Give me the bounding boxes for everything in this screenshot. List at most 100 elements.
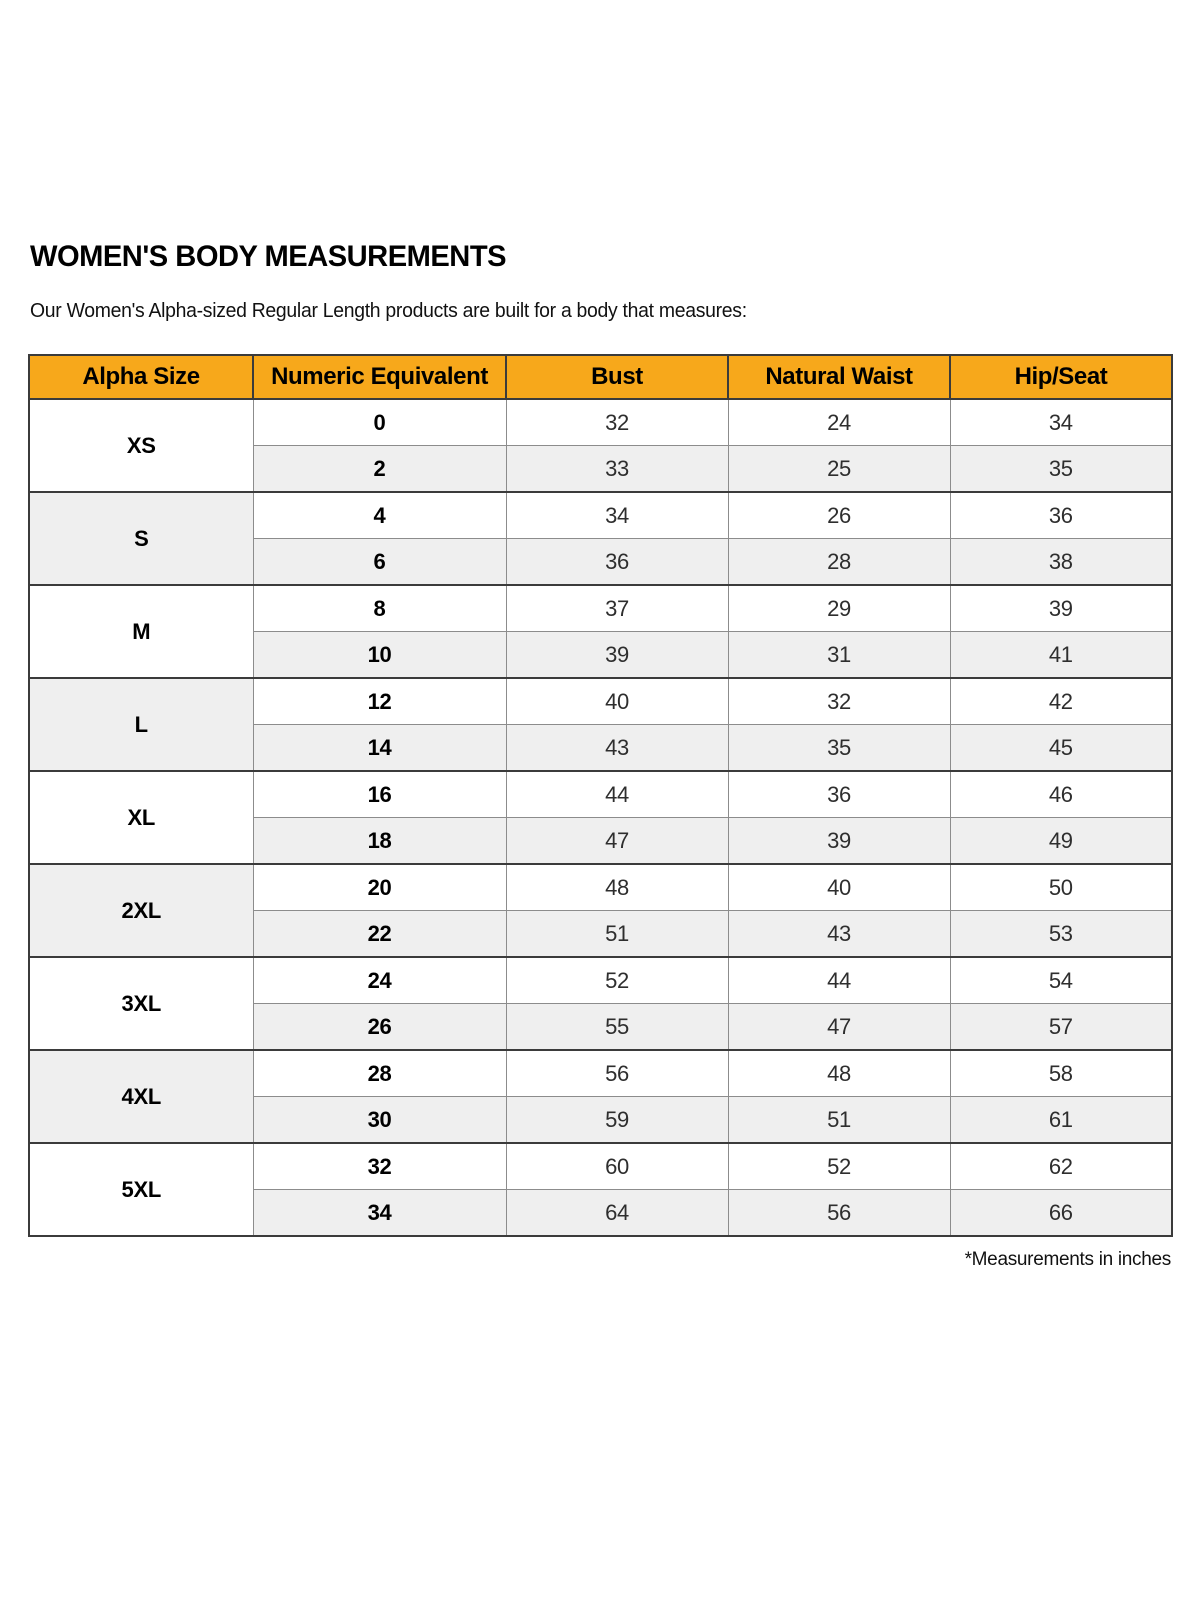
hip-cell: 36 bbox=[949, 491, 1173, 539]
numeric-cell: 2 bbox=[252, 445, 507, 492]
numeric-cell: 20 bbox=[252, 863, 507, 911]
numeric-cell: 28 bbox=[252, 1049, 507, 1097]
numeric-cell: 16 bbox=[252, 770, 507, 818]
alpha-size-cell-2xl: 2XL bbox=[28, 863, 254, 957]
table-row: 14 43 35 45 bbox=[29, 724, 1173, 771]
numeric-cell: 6 bbox=[252, 538, 507, 585]
header-cell-natural-waist: Natural Waist bbox=[727, 354, 951, 400]
bust-cell: 43 bbox=[505, 724, 729, 771]
alpha-size-cell-3xl: 3XL bbox=[28, 956, 254, 1050]
hip-cell: 53 bbox=[949, 910, 1173, 957]
page-subtitle: Our Women's Alpha-sized Regular Length p… bbox=[30, 300, 747, 322]
numeric-cell: 24 bbox=[252, 956, 507, 1004]
waist-cell: 29 bbox=[727, 584, 951, 632]
bust-cell: 39 bbox=[505, 631, 729, 678]
measurements-table: Alpha Size Numeric Equivalent Bust Natur… bbox=[28, 354, 1173, 1237]
numeric-cell: 8 bbox=[252, 584, 507, 632]
page-title: WOMEN'S BODY MEASUREMENTS bbox=[30, 240, 507, 273]
waist-cell: 28 bbox=[727, 538, 951, 585]
numeric-cell: 18 bbox=[252, 817, 507, 864]
alpha-size-cell-4xl: 4XL bbox=[28, 1049, 254, 1143]
numeric-cell: 32 bbox=[252, 1142, 507, 1190]
bust-cell: 60 bbox=[505, 1142, 729, 1190]
table-row: 2 33 25 35 bbox=[29, 445, 1173, 492]
alpha-size-cell-l: L bbox=[28, 677, 254, 771]
alpha-size-cell-xl: XL bbox=[28, 770, 254, 864]
table-row: 5XL 32 60 52 62 bbox=[28, 1142, 1173, 1236]
bust-cell: 34 bbox=[505, 491, 729, 539]
hip-cell: 34 bbox=[949, 398, 1173, 446]
bust-cell: 36 bbox=[505, 538, 729, 585]
bust-cell: 59 bbox=[505, 1096, 729, 1143]
hip-cell: 42 bbox=[949, 677, 1173, 725]
hip-cell: 54 bbox=[949, 956, 1173, 1004]
hip-cell: 35 bbox=[949, 445, 1173, 492]
hip-cell: 39 bbox=[949, 584, 1173, 632]
numeric-cell: 22 bbox=[252, 910, 507, 957]
header-cell-hip-seat: Hip/Seat bbox=[949, 354, 1173, 400]
numeric-cell: 34 bbox=[252, 1189, 507, 1237]
bust-cell: 55 bbox=[505, 1003, 729, 1050]
numeric-cell: 10 bbox=[252, 631, 507, 678]
header-cell-numeric-equivalent: Numeric Equivalent bbox=[252, 354, 507, 400]
table-row: 18 47 39 49 bbox=[29, 817, 1173, 864]
waist-cell: 26 bbox=[727, 491, 951, 539]
table-row: S 4 34 26 36 bbox=[28, 491, 1173, 585]
hip-cell: 46 bbox=[949, 770, 1173, 818]
alpha-size-cell-s: S bbox=[28, 491, 254, 585]
numeric-cell: 14 bbox=[252, 724, 507, 771]
alpha-size-cell-5xl: 5XL bbox=[28, 1142, 254, 1236]
waist-cell: 40 bbox=[727, 863, 951, 911]
waist-cell: 47 bbox=[727, 1003, 951, 1050]
waist-cell: 25 bbox=[727, 445, 951, 492]
waist-cell: 56 bbox=[727, 1189, 951, 1237]
waist-cell: 43 bbox=[727, 910, 951, 957]
numeric-cell: 0 bbox=[252, 398, 507, 446]
hip-cell: 50 bbox=[949, 863, 1173, 911]
hip-cell: 49 bbox=[949, 817, 1173, 864]
table-row: 2XL 20 48 40 50 bbox=[28, 863, 1173, 957]
table-row: L 12 40 32 42 bbox=[28, 677, 1173, 771]
waist-cell: 44 bbox=[727, 956, 951, 1004]
numeric-cell: 30 bbox=[252, 1096, 507, 1143]
alpha-size-cell-xs: XS bbox=[28, 398, 254, 492]
waist-cell: 31 bbox=[727, 631, 951, 678]
waist-cell: 35 bbox=[727, 724, 951, 771]
bust-cell: 40 bbox=[505, 677, 729, 725]
table-row: 3XL 24 52 44 54 bbox=[28, 956, 1173, 1050]
hip-cell: 61 bbox=[949, 1096, 1173, 1143]
waist-cell: 52 bbox=[727, 1142, 951, 1190]
alpha-size-cell-m: M bbox=[28, 584, 254, 678]
hip-cell: 38 bbox=[949, 538, 1173, 585]
bust-cell: 51 bbox=[505, 910, 729, 957]
bust-cell: 33 bbox=[505, 445, 729, 492]
table-row: 22 51 43 53 bbox=[29, 910, 1173, 957]
size-guide-content: WOMEN'S BODY MEASUREMENTS Our Women's Al… bbox=[28, 240, 1173, 1271]
table-row: XL 16 44 36 46 bbox=[28, 770, 1173, 864]
bust-cell: 64 bbox=[505, 1189, 729, 1237]
hip-cell: 62 bbox=[949, 1142, 1173, 1190]
bust-cell: 37 bbox=[505, 584, 729, 632]
waist-cell: 51 bbox=[727, 1096, 951, 1143]
header-cell-bust: Bust bbox=[505, 354, 729, 400]
hip-cell: 66 bbox=[949, 1189, 1173, 1237]
bust-cell: 44 bbox=[505, 770, 729, 818]
numeric-cell: 12 bbox=[252, 677, 507, 725]
table-row: 34 64 56 66 bbox=[29, 1189, 1173, 1237]
bust-cell: 56 bbox=[505, 1049, 729, 1097]
hip-cell: 58 bbox=[949, 1049, 1173, 1097]
header-cell-alpha-size: Alpha Size bbox=[28, 354, 254, 400]
table-row: 30 59 51 61 bbox=[29, 1096, 1173, 1143]
waist-cell: 24 bbox=[727, 398, 951, 446]
table-row: XS 0 32 24 34 bbox=[28, 398, 1173, 492]
bust-cell: 48 bbox=[505, 863, 729, 911]
hip-cell: 45 bbox=[949, 724, 1173, 771]
numeric-cell: 26 bbox=[252, 1003, 507, 1050]
waist-cell: 48 bbox=[727, 1049, 951, 1097]
waist-cell: 36 bbox=[727, 770, 951, 818]
table-row: 10 39 31 41 bbox=[29, 631, 1173, 678]
table-row: 4XL 28 56 48 58 bbox=[28, 1049, 1173, 1143]
table-row: 26 55 47 57 bbox=[29, 1003, 1173, 1050]
measurements-footnote: *Measurements in inches bbox=[964, 1249, 1172, 1270]
